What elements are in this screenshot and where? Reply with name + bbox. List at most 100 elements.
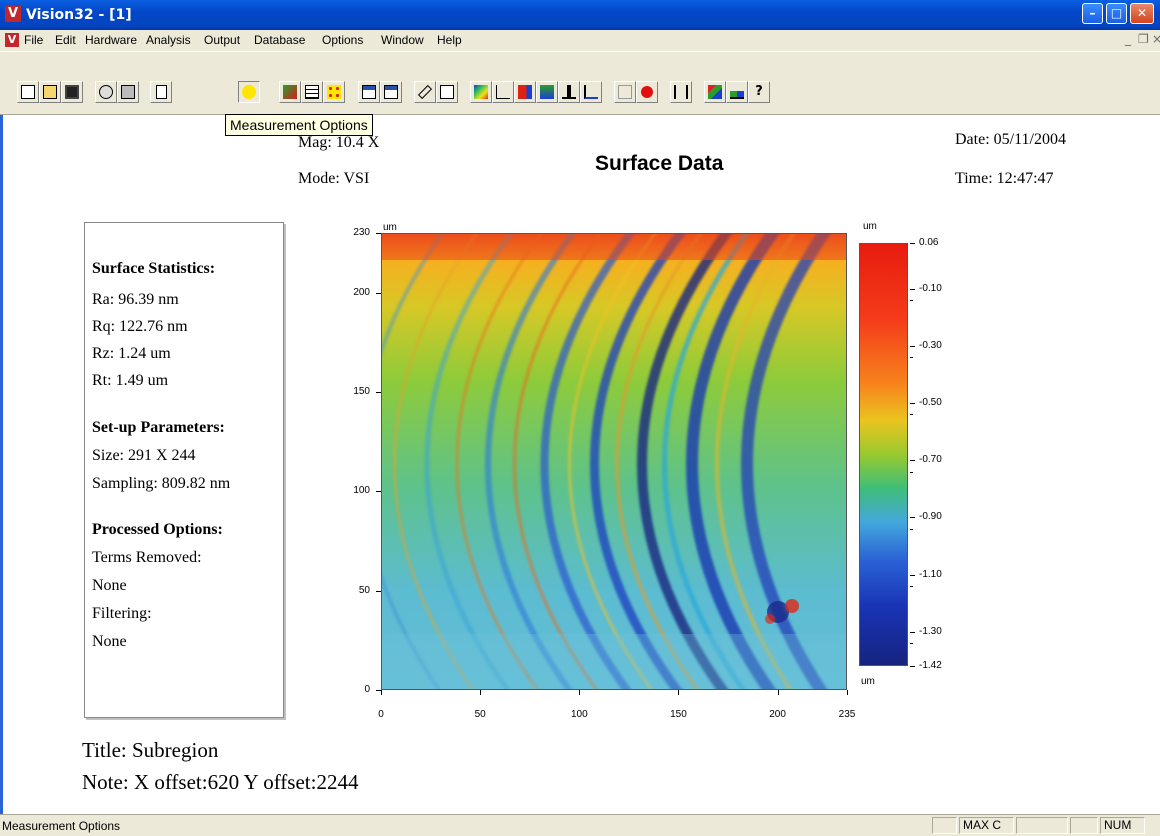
toolbar-analysis-button[interactable] (536, 81, 558, 103)
toolbar-dataset-button[interactable] (301, 81, 323, 103)
toolbar-stitch-button[interactable] (279, 81, 301, 103)
menu-help[interactable]: Help (437, 33, 462, 47)
toolbar-print-preview-button[interactable] (95, 81, 117, 103)
menu-options[interactable]: Options (322, 33, 364, 47)
toolbar-open-button[interactable] (39, 81, 61, 103)
colorbar (859, 243, 908, 666)
toolbar-split-button[interactable] (670, 81, 692, 103)
colorbar-tick-label: -1.42 (919, 660, 942, 671)
window-title: Vision32 - [1] (26, 7, 132, 23)
contour-plot-icon (474, 85, 488, 99)
status-pane-blank-1 (932, 817, 957, 834)
toolbar-dots-button[interactable] (323, 81, 345, 103)
title-bar[interactable]: V Vision32 - [1] – □ ✕ (0, 0, 1160, 30)
status-pane-num: NUM (1100, 817, 1145, 834)
filtering-label: Filtering: (92, 605, 152, 622)
toolbar-histogram-button[interactable] (558, 81, 580, 103)
close-button[interactable]: ✕ (1130, 3, 1154, 24)
maximize-icon: □ (1110, 6, 1123, 20)
processed-options-heading: Processed Options: (92, 521, 223, 538)
menu-bar: V File Edit Hardware Analysis Output Dat… (0, 30, 1160, 51)
colorbar-tick-mark (910, 666, 915, 667)
mdi-restore-icon[interactable]: ❐ (1138, 32, 1149, 46)
toolbar-new-button[interactable] (17, 81, 39, 103)
toolbar-help-button[interactable]: ? (748, 81, 770, 103)
toolbar-profile-button[interactable] (580, 81, 602, 103)
toolbar-ruler-button[interactable] (414, 81, 436, 103)
copy-icon (440, 85, 454, 99)
mdi-minimize-icon[interactable]: _ (1125, 32, 1131, 46)
y-tick-mark (376, 590, 381, 592)
colorbar-tick-label: -0.30 (919, 339, 942, 351)
toolbar-mask-button[interactable] (614, 81, 636, 103)
y-tick-label: 200 (353, 286, 370, 298)
toolbar-table-button[interactable] (358, 81, 380, 103)
toolbar-print-button[interactable] (117, 81, 139, 103)
colorbar-minor-tick (910, 585, 913, 587)
toolbar-profile-plot-button[interactable] (492, 81, 514, 103)
app-logo-icon[interactable]: V (5, 6, 21, 22)
tooltip: Measurement Options (225, 114, 373, 136)
colorbar-minor-tick (910, 528, 913, 530)
colorbar-unit-bottom: um (861, 676, 875, 687)
colorbar-tick-label: -0.50 (919, 397, 942, 409)
x-tick-label: 100 (570, 709, 588, 720)
menu-database[interactable]: Database (254, 33, 306, 47)
toolbar-bearing-ratio-button[interactable] (726, 81, 748, 103)
surface-heatmap[interactable] (381, 233, 847, 690)
menu-output[interactable]: Output (204, 33, 241, 47)
menu-hardware[interactable]: Hardware (85, 33, 138, 47)
menu-window[interactable]: Window (381, 33, 424, 47)
colorbar-minor-tick (910, 300, 913, 302)
record-icon (641, 86, 653, 98)
colorbar-minor-tick (910, 414, 913, 416)
x-tick-mark (480, 690, 482, 695)
print-icon (121, 85, 135, 99)
toolbar-table2-button[interactable] (380, 81, 402, 103)
time-text: Time: 12:47:47 (955, 170, 1054, 187)
toolbar-contour-plot-button[interactable] (470, 81, 492, 103)
mask-icon (618, 85, 632, 99)
table2-icon (384, 85, 398, 99)
toolbar-blank-page-button[interactable] (150, 81, 172, 103)
cursor-icon (708, 85, 722, 99)
x-tick-mark (381, 690, 382, 695)
maximize-button[interactable]: □ (1106, 3, 1127, 24)
colorbar-tick-label: 0.06 (919, 237, 939, 248)
colorbar-tick-label: -0.70 (919, 454, 942, 466)
toolbar-cursor-button[interactable] (704, 81, 726, 103)
toolbar-save-button[interactable] (61, 81, 83, 103)
toolbar-3d-plot-button[interactable] (514, 81, 536, 103)
menu-edit[interactable]: Edit (55, 33, 76, 47)
minimize-button[interactable]: – (1082, 3, 1103, 24)
toolbar-copy-button[interactable] (436, 81, 458, 103)
dots-icon (327, 85, 341, 99)
toolbar-measurement-options-button[interactable] (238, 81, 260, 103)
mode-text: Mode: VSI (298, 170, 370, 187)
mdi-close-icon[interactable]: × (1152, 32, 1160, 46)
x-tick-mark (579, 690, 581, 695)
filtering-value: None (92, 633, 127, 650)
minimize-icon: – (1089, 6, 1096, 20)
report-title: Title: Subregion (82, 738, 219, 762)
dataset-icon (305, 85, 319, 99)
ruler-icon (417, 84, 433, 100)
status-pane-max: MAX C (959, 817, 1014, 834)
colorbar-tick-label: -0.10 (919, 282, 942, 294)
size-value: Size: 291 X 244 (92, 447, 196, 464)
profile-icon (584, 85, 598, 99)
y-tick-mark (376, 292, 381, 294)
colorbar-tick-mark (910, 517, 915, 519)
date-text: Date: 05/11/2004 (955, 131, 1066, 148)
stitch-icon (283, 85, 297, 99)
document-menu-icon[interactable]: V (5, 33, 19, 47)
y-tick-mark (376, 391, 381, 393)
report-note: Note: X offset:620 Y offset:2244 (82, 770, 359, 794)
colorbar-minor-tick (910, 471, 913, 473)
new-icon (21, 85, 35, 99)
menu-analysis[interactable]: Analysis (146, 33, 191, 47)
menu-file[interactable]: File (24, 33, 44, 47)
colorbar-unit-top: um (863, 221, 877, 232)
toolbar-record-button[interactable] (636, 81, 658, 103)
histogram-icon (562, 85, 576, 99)
